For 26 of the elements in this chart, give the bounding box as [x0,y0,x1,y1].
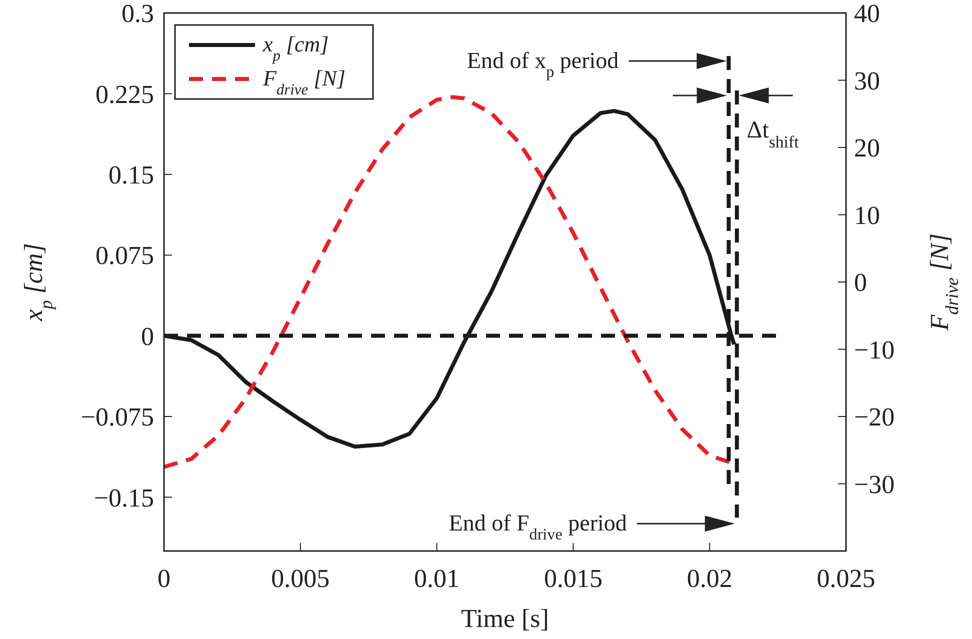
legend-label: x$_{p}$ [cm] [262,32,329,64]
annotation: Δt$_{shift}$ [746,117,800,151]
x-tick-label: 0.01 [414,564,460,593]
x-tick-label: 0.005 [271,564,330,593]
x-tick-label: 0.025 [816,564,876,593]
y2-tick-label: 30 [854,66,880,96]
y2-tick-label: −10 [854,335,895,364]
x-tick-label: 0.02 [686,564,732,593]
y2-tick-label: 0 [854,268,867,298]
y2-tick-label: 40 [854,0,880,28]
y2-tick-label: −30 [854,470,895,499]
y-tick-label: 0.15 [108,160,154,190]
y2-tick-label: −20 [854,402,895,432]
x-axis-title: Time [s] [461,604,549,633]
y-tick-label: 0 [141,322,154,351]
legend-label: F$_{drive}$ [N] [262,66,346,98]
y2-tick-label: 10 [854,200,880,230]
annotation: End of x$_{p}$ period [466,48,620,80]
y-tick-label: −0.075 [80,402,154,432]
y-tick-label: 0.3 [122,0,154,28]
y-tick-label: 0.075 [96,241,154,270]
y2-tick-label: 20 [854,134,880,163]
y-tick-label: −0.15 [94,483,154,512]
y-tick-label: 0.225 [96,80,154,109]
annotation: End of F$_{drive}$ period [448,510,628,544]
x-tick-label: 0.015 [544,564,602,593]
